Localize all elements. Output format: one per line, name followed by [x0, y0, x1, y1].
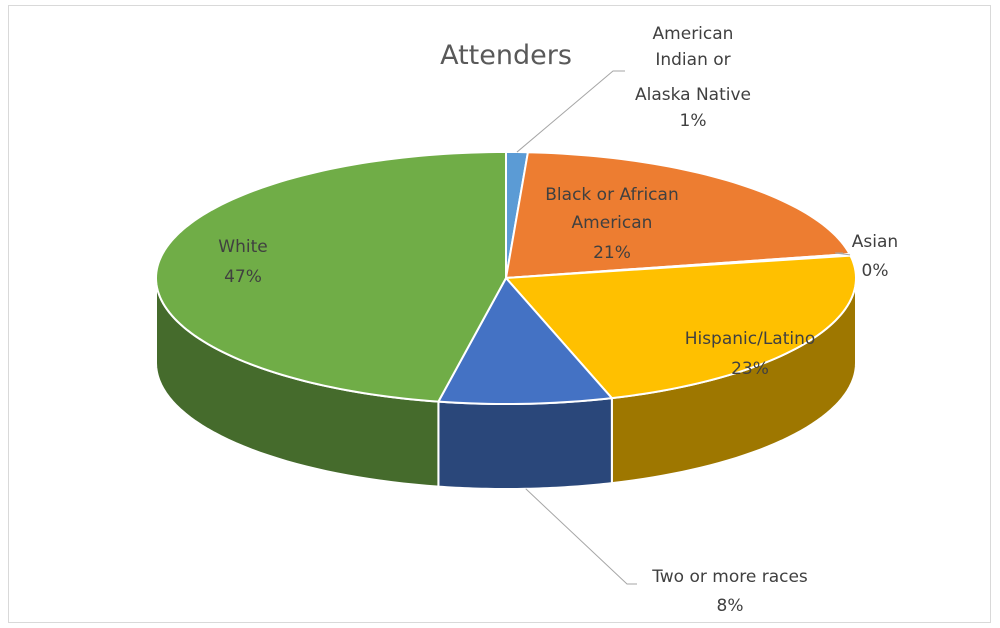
- data-label-black: Black or African American 21%: [545, 185, 678, 263]
- label-line: Indian or: [655, 50, 730, 70]
- leader-lines: [516, 70, 851, 585]
- label-line: Asian: [852, 232, 898, 252]
- label-line: White: [218, 237, 267, 257]
- label-value: 0%: [862, 261, 889, 281]
- label-line: Hispanic/Latino: [685, 329, 816, 349]
- data-label-asian: Asian 0%: [852, 232, 898, 281]
- label-value: 47%: [224, 267, 262, 287]
- chart-title: Attenders: [440, 40, 572, 71]
- label-line: Two or more races: [651, 567, 808, 587]
- label-line: Black or African: [545, 185, 678, 205]
- label-line: American: [653, 24, 734, 44]
- data-label-american-indian: American Indian or Alaska Native 1%: [635, 24, 751, 131]
- leader-line-two-or-more: [525, 488, 637, 585]
- label-value: 23%: [731, 359, 769, 379]
- label-line: American: [572, 213, 653, 233]
- leader-line-asian: [834, 252, 851, 256]
- label-line: Alaska Native: [635, 85, 751, 105]
- label-value: 21%: [593, 243, 631, 263]
- pie-side-two-or-more-races: [437, 396, 613, 490]
- leader-line-american-indian: [516, 70, 625, 153]
- data-label-white: White 47%: [218, 237, 267, 287]
- pie-slice-two-or-more-races: [436, 276, 614, 406]
- pie-slice-white: [154, 150, 507, 403]
- chart-frame: Attenders American Indian or Alaska Nati…: [8, 5, 991, 623]
- pie-slice-hispanic-latino: [503, 254, 858, 400]
- data-label-two-or-more: Two or more races 8%: [651, 567, 808, 616]
- label-value: 8%: [717, 596, 744, 616]
- pie-sides: [155, 277, 857, 490]
- pie-chart: Attenders American Indian or Alaska Nati…: [154, 24, 898, 616]
- pie-slice-black-or-african-american: [504, 151, 852, 280]
- data-label-hispanic: Hispanic/Latino 23%: [685, 329, 816, 379]
- label-value: 1%: [680, 111, 707, 131]
- pie-tops: [154, 150, 858, 406]
